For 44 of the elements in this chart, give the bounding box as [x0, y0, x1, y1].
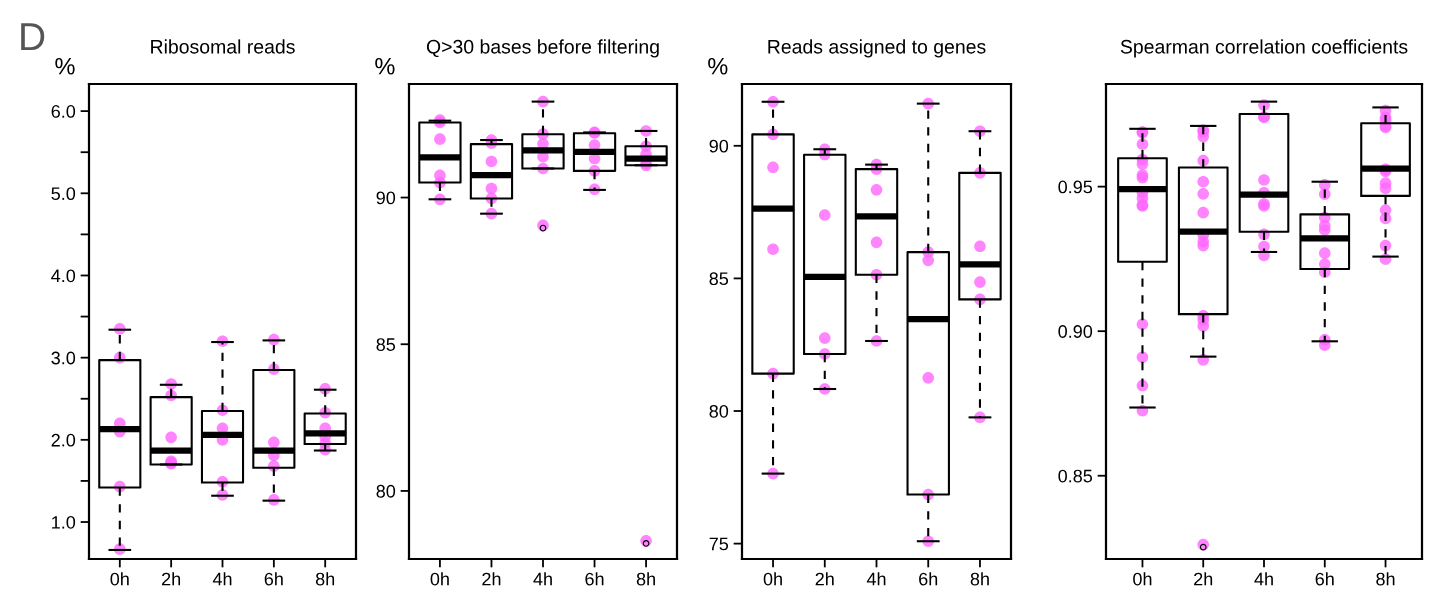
x-tick-label: 0h	[763, 572, 782, 586]
y-tick-label: 85	[709, 272, 729, 286]
x-tick-label: 0h	[1133, 572, 1152, 586]
y-tick-label: 0.95	[1058, 180, 1093, 194]
x-tick-label: 6h	[1315, 572, 1334, 586]
text: D	[21, 23, 45, 51]
x-tick-label: 0h	[430, 572, 449, 586]
y-tick-label: 80	[376, 484, 396, 498]
y-axis-title: %	[708, 57, 728, 75]
y-tick-label: 0.90	[1058, 325, 1093, 338]
x-tick-label: 6h	[919, 572, 938, 586]
y-tick-label: 4.0	[51, 269, 76, 283]
x-tick-label: 2h	[482, 572, 501, 586]
y-tick-label: 90	[376, 191, 396, 205]
x-tick-label: 8h	[636, 572, 655, 586]
y-tick-label: 80	[709, 404, 729, 418]
chart-title: Reads assigned to genes	[768, 39, 986, 58]
x-tick-label: 4h	[533, 572, 552, 586]
y-tick-label: 5.0	[51, 187, 76, 201]
x-tick-label: 4h	[866, 572, 886, 586]
x-tick-label: 8h	[970, 572, 989, 586]
y-tick-label: 2.0	[51, 433, 76, 447]
y-tick-label: 75	[709, 537, 729, 551]
x-tick-label: 6h	[585, 572, 604, 586]
chart-title: Spearman correlation coefficients	[1120, 39, 1408, 58]
y-tick-label: 85	[376, 338, 396, 351]
x-tick-label: 4h	[212, 572, 232, 586]
y-tick-label: 0.85	[1058, 469, 1093, 483]
x-tick-label: 6h	[264, 572, 283, 586]
x-tick-label: 8h	[315, 572, 335, 586]
y-tick-label: 90	[709, 139, 729, 153]
y-axis-title: %	[375, 57, 395, 75]
x-tick-label: 8h	[1376, 572, 1395, 586]
x-tick-label: 2h	[1194, 572, 1213, 586]
chart-title: Q>30 bases before filtering	[426, 39, 659, 58]
x-tick-label: 2h	[815, 572, 834, 586]
chart-title: Ribosomal reads	[151, 39, 295, 54]
y-axis-title: %	[55, 57, 75, 75]
x-tick-label: 2h	[162, 572, 181, 586]
x-tick-label: 0h	[110, 572, 129, 586]
y-tick-label: 6.0	[51, 105, 76, 118]
y-tick-label: 1.0	[52, 515, 76, 529]
y-tick-label: 3.0	[51, 351, 76, 365]
x-tick-label: 4h	[1254, 572, 1273, 586]
